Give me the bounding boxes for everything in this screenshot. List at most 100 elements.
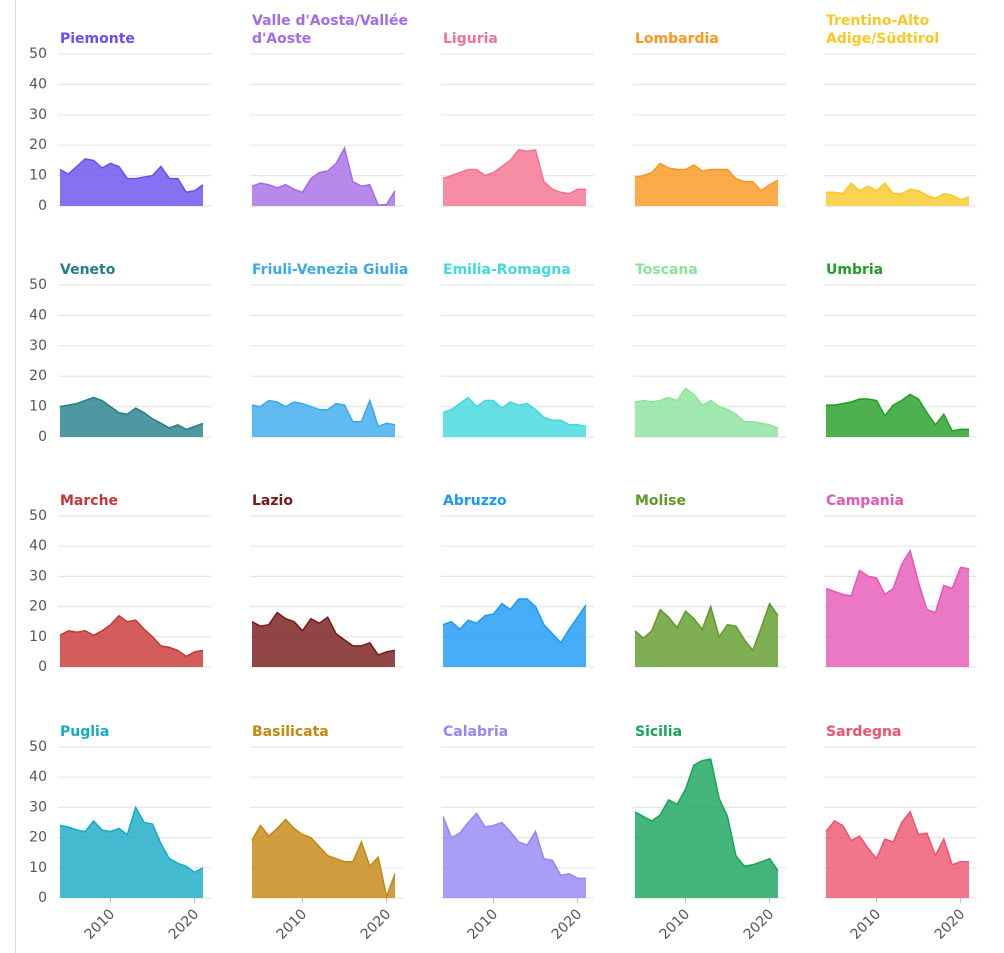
y-tick-label: 20: [29, 830, 47, 846]
y-tick-label: 10: [29, 399, 47, 415]
y-tick-label: 0: [38, 890, 47, 906]
panel-title-box: Molise: [635, 466, 815, 510]
panel-title: Umbria: [826, 262, 884, 278]
area-line: [59, 805, 204, 874]
area: [60, 807, 203, 898]
x-tick-label: 2010: [848, 906, 885, 943]
area: [826, 394, 969, 437]
x-tick-label: 2020: [741, 906, 778, 943]
area-line: [59, 614, 204, 658]
area: [60, 158, 203, 206]
panel-title: Basilicata: [252, 724, 329, 740]
area-line: [251, 611, 396, 656]
panel-title: Sicilia: [635, 724, 683, 740]
panel-title-box: Veneto: [60, 235, 240, 279]
x-tick-label: 2020: [549, 906, 586, 943]
x-tick-label: 2010: [274, 906, 311, 943]
area: [443, 813, 586, 898]
area-line: [442, 148, 586, 195]
panel-title: Lazio: [252, 493, 293, 509]
panel-title: Friuli-Venezia Giulia: [252, 262, 409, 278]
panel-title: Marche: [60, 493, 119, 509]
area-line: [825, 548, 970, 614]
y-tick-label: 0: [38, 198, 47, 214]
area-line: [826, 182, 970, 201]
y-tick-label: 50: [29, 739, 47, 755]
area: [635, 163, 778, 206]
panel-title: Veneto: [60, 262, 116, 278]
panel-title: Trentino-Alto Adige/Südtirol: [826, 13, 940, 47]
area: [252, 819, 395, 898]
panel-title-box: Piemonte: [60, 4, 240, 48]
y-tick-label: 40: [29, 538, 47, 554]
area-line: [442, 812, 586, 880]
panel-title-box: Toscana: [635, 235, 815, 279]
y-tick-label: 50: [29, 277, 47, 293]
panel-title: Lombardia: [635, 31, 719, 47]
area: [443, 599, 586, 667]
panel-title-box: Campania: [826, 466, 1004, 510]
panel-title: Molise: [635, 493, 686, 509]
panel-title-box: Basilicata: [252, 697, 432, 741]
x-tick-label: 2010: [465, 906, 502, 943]
x-tick-label: 2020: [166, 906, 203, 943]
y-tick-label: 0: [38, 429, 47, 445]
panel-title: Piemonte: [60, 31, 135, 47]
panel-title-box: Umbria: [826, 235, 1004, 279]
y-tick-label: 20: [29, 599, 47, 615]
area-line: [634, 162, 779, 192]
panel-title: Liguria: [443, 31, 498, 47]
area-line: [251, 146, 396, 206]
y-tick-label: 0: [38, 659, 47, 675]
panel-title: Calabria: [443, 724, 509, 740]
area: [635, 388, 778, 437]
panel-title-box: Lombardia: [635, 4, 815, 48]
panel-title-box: Trentino-Alto Adige/Südtirol: [826, 4, 1004, 48]
y-tick-label: 10: [29, 168, 47, 184]
area: [443, 397, 586, 437]
y-tick-label: 40: [29, 769, 47, 785]
y-tick-label: 30: [29, 799, 47, 815]
y-tick-label: 20: [29, 137, 47, 153]
y-tick-label: 20: [29, 368, 47, 384]
area-line: [825, 810, 969, 866]
y-tick-label: 10: [29, 629, 47, 645]
area-line: [251, 818, 396, 900]
panel-title-box: Sicilia: [635, 697, 815, 741]
area: [635, 603, 778, 667]
area-line: [442, 396, 587, 428]
area: [60, 397, 203, 437]
area: [60, 615, 203, 667]
y-tick-label: 40: [29, 76, 47, 92]
panel-title-box: Puglia: [60, 697, 240, 741]
panel-title-box: Liguria: [443, 4, 623, 48]
area: [826, 811, 969, 898]
area: [252, 148, 395, 206]
panel-title-box: Marche: [60, 466, 240, 510]
area: [826, 550, 969, 667]
panel-title: Valle d'Aosta/Vallée d'Aoste: [252, 13, 408, 47]
y-tick-label: 10: [29, 860, 47, 876]
y-tick-label: 40: [29, 307, 47, 323]
x-tick-label: 2010: [82, 906, 119, 943]
area-line: [59, 158, 204, 194]
y-tick-label: 30: [29, 107, 47, 123]
panel-title: Campania: [826, 493, 904, 509]
area: [252, 612, 395, 667]
area: [826, 183, 969, 206]
area-line: [251, 398, 396, 428]
panel-title: Abruzzo: [443, 493, 507, 509]
y-tick-label: 50: [29, 508, 47, 524]
panel-title-box: Calabria: [443, 697, 623, 741]
panel-title: Toscana: [635, 262, 698, 278]
area-line: [442, 598, 587, 645]
panel-title-box: Valle d'Aosta/Vallée d'Aoste: [252, 4, 432, 48]
area: [443, 149, 586, 206]
x-tick-label: 2020: [358, 906, 395, 943]
panel-title-box: Emilia-Romagna: [443, 235, 623, 279]
x-tick-label: 2010: [657, 906, 694, 943]
panel-title-box: Sardegna: [826, 697, 1004, 741]
panel-title-box: Abruzzo: [443, 466, 623, 510]
